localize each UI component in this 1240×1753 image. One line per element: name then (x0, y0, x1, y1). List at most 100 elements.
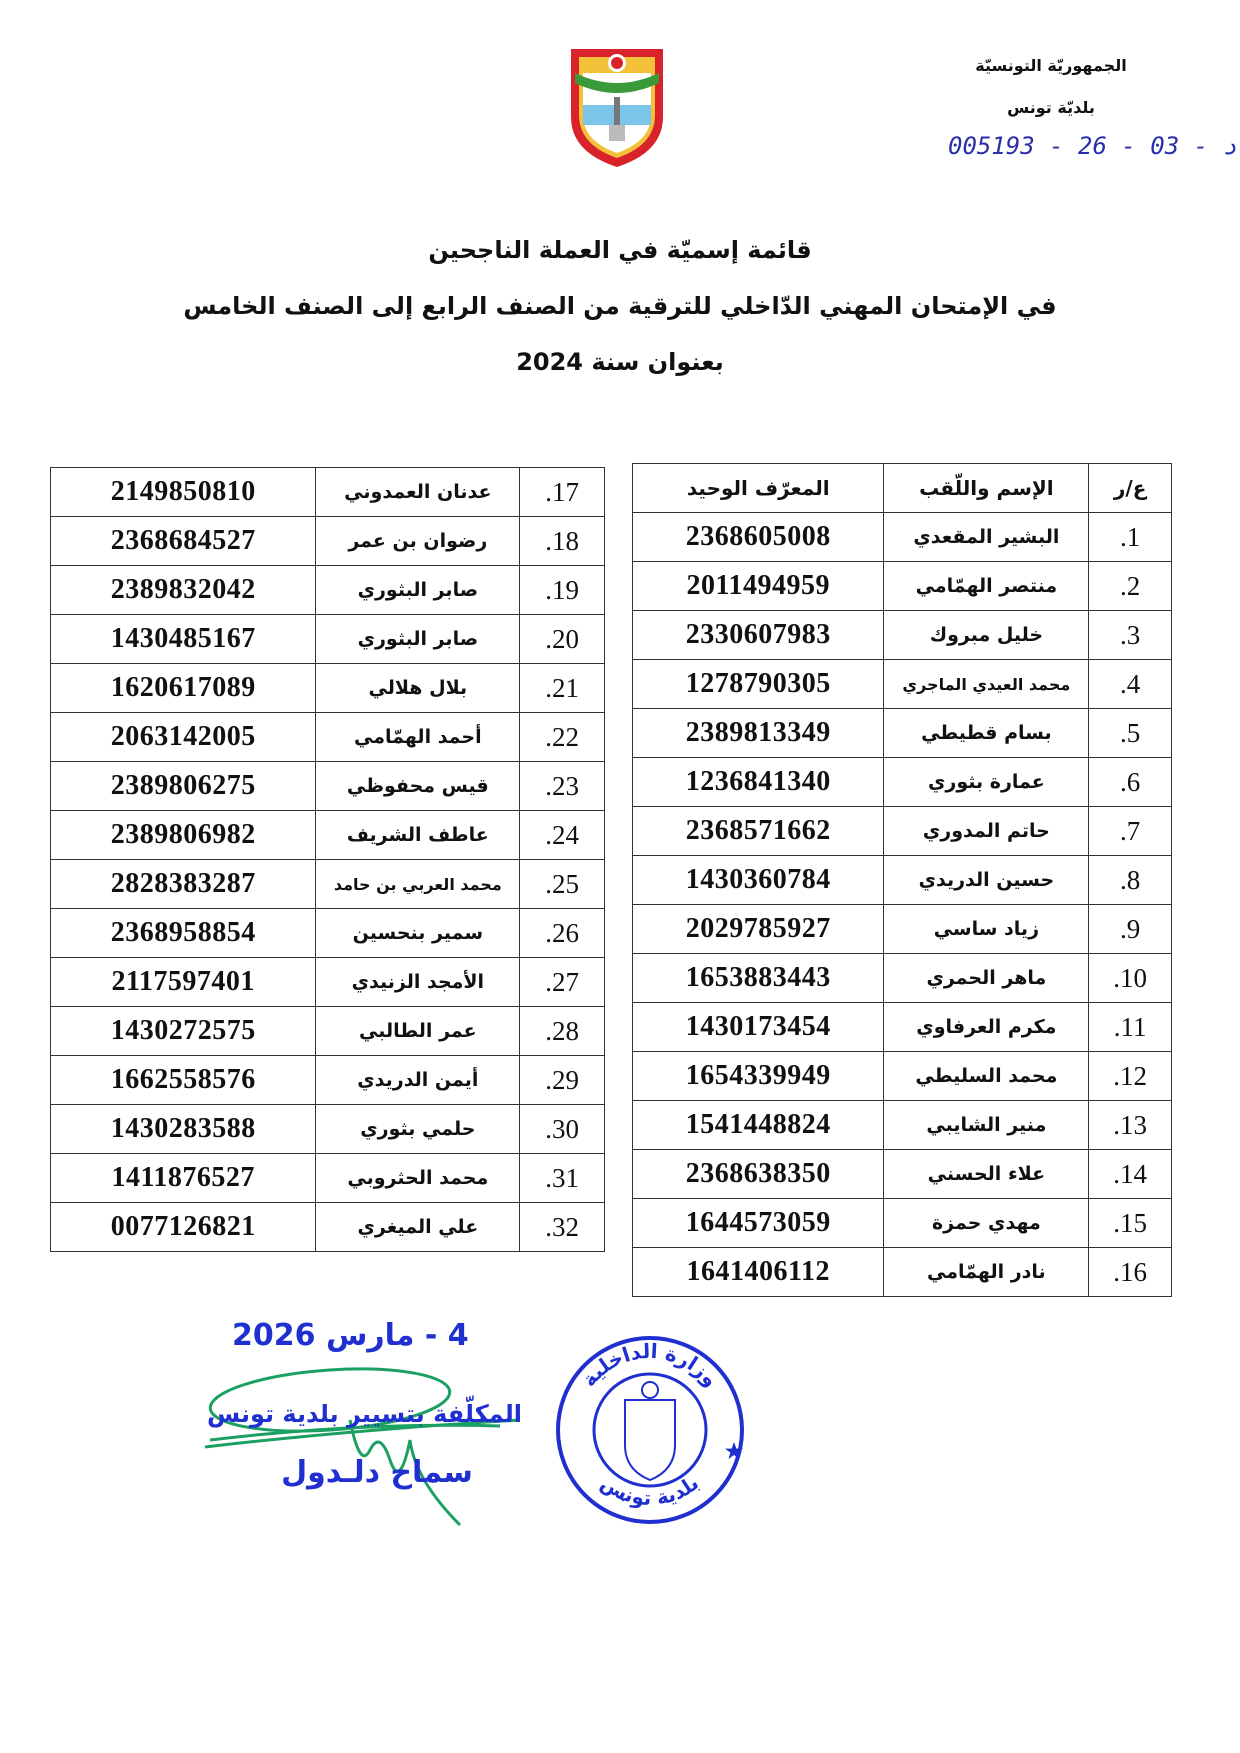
employee-id: 1430272575 (49, 1006, 317, 1056)
table-row: 16. نادر الهمّامي 1641406112 (631, 1247, 1172, 1297)
table-row: 10. ماهر الحمري 1653883443 (631, 953, 1172, 1003)
employee-name: خليل مبروك (883, 610, 1090, 660)
row-number: 24. (519, 810, 605, 860)
row-number: 21. (519, 663, 605, 713)
column-header-id: المعرّف الوحيد (631, 463, 885, 513)
table-row: 24. عاطف الشريف 2389806982 (49, 810, 605, 860)
employee-name: منير الشايبي (883, 1100, 1090, 1150)
employee-name: صابر البثوري (315, 565, 521, 615)
official-stamp: وزارة الداخلية بلدية تونس (550, 1330, 750, 1530)
employee-id: 1430485167 (49, 614, 317, 664)
row-number: 15. (1088, 1198, 1172, 1248)
table-row: 31. محمد الحثروبي 1411876527 (49, 1153, 605, 1203)
results-table-left: 17. عدنان العمدوني 2149850810 18. رضوان بن ع… (49, 467, 605, 1252)
row-number: 27. (519, 957, 605, 1007)
employee-id: 1620617089 (49, 663, 317, 713)
table-row: 15. مهدي حمزة 1644573059 (631, 1198, 1172, 1248)
employee-name: عمر الطالبي (315, 1006, 521, 1056)
table-row: 29. أيمن الدريدي 1662558576 (49, 1055, 605, 1105)
employee-id: 2389832042 (49, 565, 317, 615)
employee-name: علاء الحسني (883, 1149, 1090, 1199)
signatory-title: المكلّفة بتسيير بلدية تونس (207, 1400, 522, 1428)
row-number: 7. (1088, 806, 1172, 856)
table-row: 5. بسام قطيطي 2389813349 (631, 708, 1172, 758)
table-row: 22. أحمد الهمّامي 2063142005 (49, 712, 605, 762)
row-number: 4. (1088, 659, 1172, 709)
table-row: 7. حاتم المدوري 2368571662 (631, 806, 1172, 856)
employee-id: 1541448824 (631, 1100, 885, 1150)
employee-id: 1644573059 (631, 1198, 885, 1248)
employee-name: نادر الهمّامي (883, 1247, 1090, 1297)
employee-name: حلمي بثوري (315, 1104, 521, 1154)
table-row: 32. علي الميغري 0077126821 (49, 1202, 605, 1252)
table-row: 2. منتصر الهمّامي 2011494959 (631, 561, 1172, 611)
signature-date: 4 - مارس 2026 (232, 1318, 469, 1353)
stamp-star-icon (725, 1442, 743, 1459)
employee-id: 1411876527 (49, 1153, 317, 1203)
table-row: 11. مكرم العرفاوي 1430173454 (631, 1002, 1172, 1052)
employee-id: 2368605008 (631, 512, 885, 562)
row-number: 25. (519, 859, 605, 909)
table-header-row: ع/ر الإسم واللّقب المعرّف الوحيد (631, 463, 1172, 513)
employee-id: 2368571662 (631, 806, 885, 856)
table-row: 30. حلمي بثوري 1430283588 (49, 1104, 605, 1154)
table-row: 27. الأمجد الزنيدي 2117597401 (49, 957, 605, 1007)
employee-name: عاطف الشريف (315, 810, 521, 860)
row-number: 22. (519, 712, 605, 762)
row-number: 13. (1088, 1100, 1172, 1150)
employee-id: 1641406112 (631, 1247, 885, 1297)
row-number: 17. (519, 467, 605, 517)
employee-name: مكرم العرفاوي (883, 1002, 1090, 1052)
row-number: 2. (1088, 561, 1172, 611)
handwritten-signature (200, 1360, 540, 1540)
row-number: 16. (1088, 1247, 1172, 1297)
employee-id: 1662558576 (49, 1055, 317, 1105)
signatory-name: سماح دلـدول (281, 1455, 473, 1490)
table-row: 9. زياد ساسي 2029785927 (631, 904, 1172, 954)
employee-name: مهدي حمزة (883, 1198, 1090, 1248)
table-row: 13. منير الشايبي 1541448824 (631, 1100, 1172, 1150)
row-number: 8. (1088, 855, 1172, 905)
employee-id: 2330607983 (631, 610, 885, 660)
employee-name: محمد الحثروبي (315, 1153, 521, 1203)
employee-name: الأمجد الزنيدي (315, 957, 521, 1007)
employee-name: حاتم المدوري (883, 806, 1090, 856)
employee-id: 1236841340 (631, 757, 885, 807)
employee-id: 0077126821 (49, 1202, 317, 1252)
row-number: 28. (519, 1006, 605, 1056)
row-number: 6. (1088, 757, 1172, 807)
row-number: 12. (1088, 1051, 1172, 1101)
employee-id: 2117597401 (49, 957, 317, 1007)
document-year: بعنوان سنة 2024 (516, 348, 724, 376)
employee-id: 1430173454 (631, 1002, 885, 1052)
document-subtitle: في الإمتحان المهني الدّاخلي للترقية من ا… (183, 292, 1057, 320)
row-number: 10. (1088, 953, 1172, 1003)
municipality-name: بلديّة تونس (1007, 98, 1095, 117)
document-title: قائمة إسميّة في العملة الناجحين (428, 236, 812, 264)
employee-id: 2011494959 (631, 561, 885, 611)
table-row: 6. عمارة بثوري 1236841340 (631, 757, 1172, 807)
employee-id: 2063142005 (49, 712, 317, 762)
employee-id: 2368684527 (49, 516, 317, 566)
employee-name: قيس محفوظي (315, 761, 521, 811)
employee-name: بلال هلالي (315, 663, 521, 713)
country-name: الجمهوريّة التونسيّة (975, 56, 1127, 75)
row-number: 11. (1088, 1002, 1172, 1052)
table-row: 23. قيس محفوظي 2389806275 (49, 761, 605, 811)
employee-name: البشير المقعدي (883, 512, 1090, 562)
table-row: 3. خليل مبروك 2330607983 (631, 610, 1172, 660)
row-number: 19. (519, 565, 605, 615)
employee-name: علي الميغري (315, 1202, 521, 1252)
employee-name: عمارة بثوري (883, 757, 1090, 807)
employee-name: سمير بنحسين (315, 908, 521, 958)
employee-name: صابر البثوري (315, 614, 521, 664)
employee-name: محمد السليطي (883, 1051, 1090, 1101)
table-row: 17. عدنان العمدوني 2149850810 (49, 467, 605, 517)
employee-name: محمد العربي بن حامد (315, 859, 521, 909)
stamp-bottom-text: بلدية تونس (597, 1470, 704, 1510)
row-number: 1. (1088, 512, 1172, 562)
employee-id: 2149850810 (49, 467, 317, 517)
row-number: 5. (1088, 708, 1172, 758)
employee-name: منتصر الهمّامي (883, 561, 1090, 611)
table-row: 20. صابر البثوري 1430485167 (49, 614, 605, 664)
